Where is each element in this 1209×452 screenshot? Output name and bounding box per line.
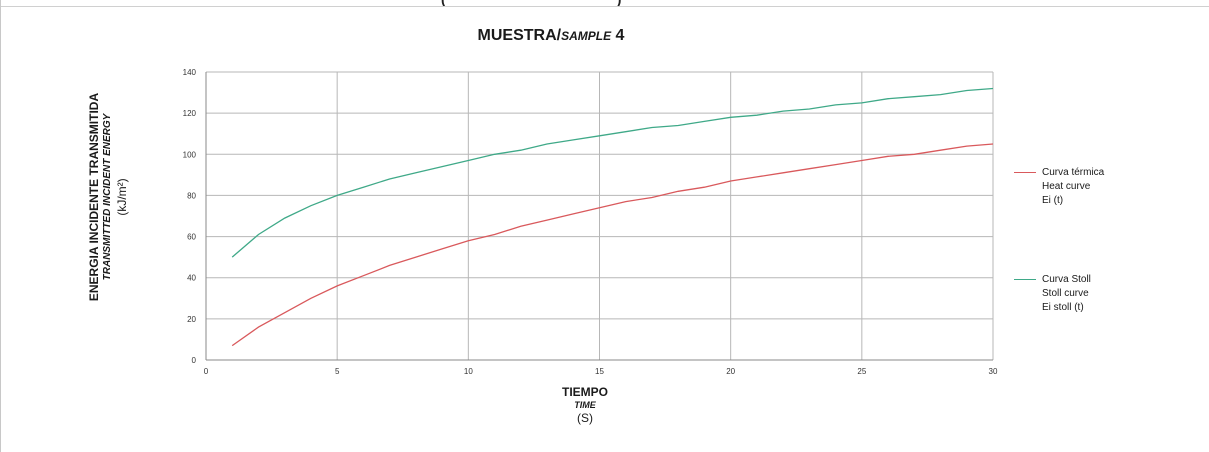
legend-swatch-stoll-curve: [1014, 279, 1036, 280]
legend-label-line: Ei stoll (t): [1042, 302, 1084, 313]
legend-label-line: Stoll curve: [1042, 288, 1089, 299]
y-tick-label: 120: [183, 109, 197, 118]
legend-label-line: Heat curve: [1042, 181, 1091, 192]
chart-title-italic: SAMPLE: [561, 29, 612, 43]
x-axis-label-unit: (S): [577, 411, 593, 426]
x-tick-label: 0: [204, 367, 209, 376]
x-tick-label: 25: [857, 367, 866, 376]
y-tick-label: 60: [187, 233, 196, 242]
y-tick-label: 140: [183, 68, 197, 77]
chart-title: MUESTRA/SAMPLE 4: [1, 27, 1101, 45]
legend-label-line: Ei (t): [1042, 195, 1064, 206]
series-line-stoll-curve: [231, 87, 994, 258]
x-tick-label: 10: [464, 367, 473, 376]
x-axis-label-line1: TIEMPO: [561, 385, 608, 399]
chart-title-main: MUESTRA/: [477, 27, 562, 44]
x-axis-label-line2: TIME: [574, 400, 596, 410]
y-tick-label: 100: [183, 150, 197, 159]
chart-title-suffix: 4: [611, 27, 625, 44]
legend-label-line: Curva térmica: [1042, 167, 1105, 178]
top-cut-text: ( ): [441, 0, 621, 7]
y-tick-label: 40: [187, 274, 196, 283]
legend-swatch-heat-curve: [1014, 172, 1036, 173]
series-line-heat-curve: [231, 143, 994, 347]
legend-label-line: Curva Stoll: [1042, 274, 1091, 285]
y-tick-label: 80: [187, 191, 196, 200]
x-tick-label: 5: [335, 367, 340, 376]
x-axis-label: TIEMPO TIME (S): [510, 385, 660, 426]
x-tick-label: 15: [595, 367, 604, 376]
legend-item-heat-curve: Curva térmica Heat curve Ei (t): [1014, 166, 1104, 208]
y-tick-label: 0: [192, 356, 197, 365]
x-tick-label: 20: [726, 367, 735, 376]
top-divider: [1, 6, 1209, 7]
x-tick-label: 30: [989, 367, 998, 376]
y-tick-label: 20: [187, 315, 196, 324]
legend-item-stoll-curve: Curva Stoll Stoll curve Ei stoll (t): [1014, 273, 1091, 315]
